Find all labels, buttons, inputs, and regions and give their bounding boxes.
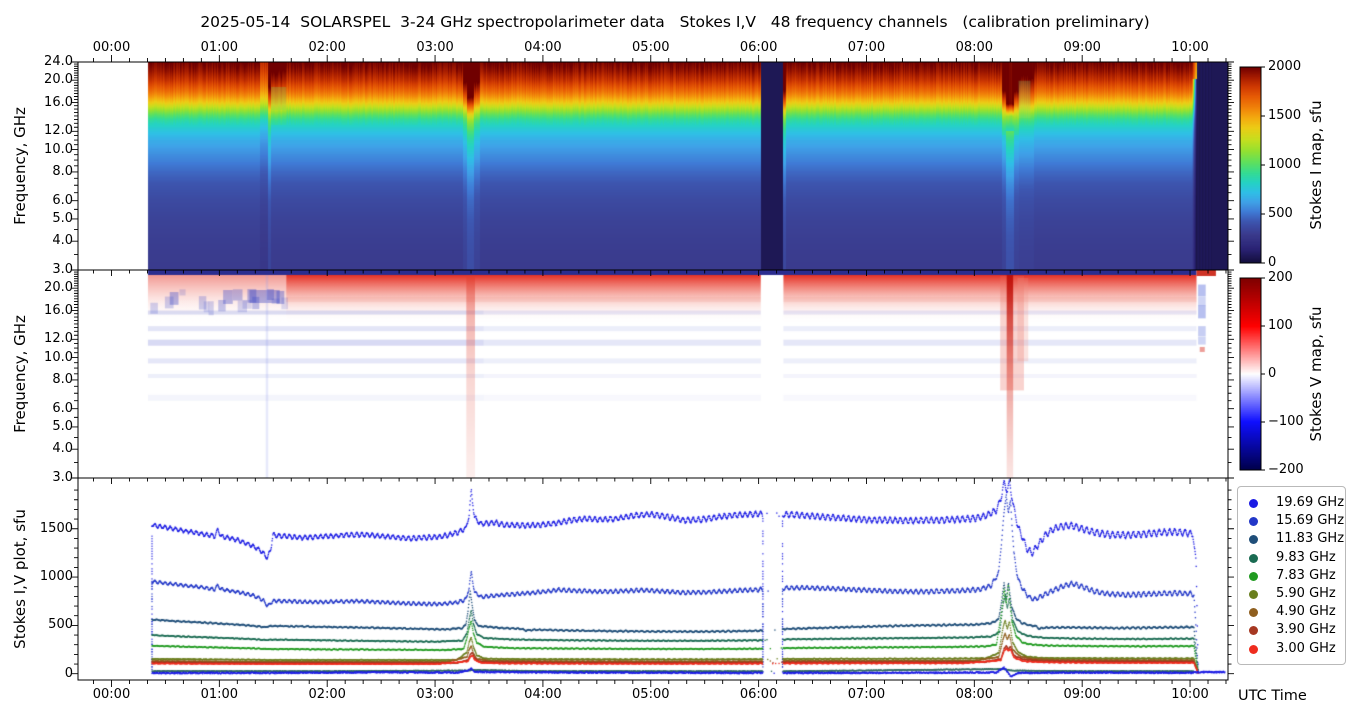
legend-marker-icon <box>1249 535 1258 545</box>
x-tick-label-bottom: 00:00 <box>92 687 131 702</box>
stokes-i-colorbar-tick-label: 500 <box>1268 206 1293 221</box>
legend-item-15.69ghz: 15.69 GHz <box>1238 512 1345 531</box>
stokes-i-map-canvas <box>78 62 1228 270</box>
stokes-i-colorbar <box>1240 67 1261 263</box>
freq-tick-label-top-panel: 20.0 <box>44 72 73 88</box>
legend-marker-icon <box>1249 644 1258 654</box>
freq-tick-label-top-panel: 6.0 <box>52 192 73 208</box>
legend-marker-icon <box>1249 590 1258 599</box>
freq-tick-label-top-panel: 12.0 <box>44 123 73 139</box>
stokes-iv-plot-canvas <box>78 478 1228 680</box>
stokes-v-colorbar-tick-label: 100 <box>1268 318 1293 333</box>
x-tick-label-top: 00:00 <box>92 40 131 55</box>
x-tick-label-bottom: 04:00 <box>524 687 562 702</box>
freq-tick-label-middle-panel: 8.0 <box>52 371 73 387</box>
legend-item-4.90ghz: 4.90 GHz <box>1238 603 1345 622</box>
freq-tick-label-top-panel: 24.0 <box>44 54 73 69</box>
freq-tick-label-middle-panel: 12.0 <box>44 331 73 347</box>
stokes-v-colorbar <box>1240 278 1261 470</box>
stokes-i-colorbar-tick-label: 2000 <box>1268 59 1302 74</box>
freq-axis-label-top: Frequency, GHz <box>11 107 29 225</box>
stokes-v-colorbar-tick-label: −100 <box>1268 414 1304 429</box>
legend-marker-icon <box>1249 517 1258 527</box>
x-tick-label-bottom: 01:00 <box>200 687 239 702</box>
legend-label: 9.83 GHz <box>1276 549 1336 565</box>
x-tick-label-top: 10:00 <box>1171 40 1209 55</box>
stokes-v-map-canvas <box>78 270 1228 478</box>
legend-label: 7.83 GHz <box>1276 567 1336 583</box>
flux-axis-label: Stokes I,V plot, sfu <box>11 509 29 649</box>
x-tick-label-bottom: 08:00 <box>955 687 994 702</box>
stokes-i-colorbar-tick-label: 1000 <box>1268 157 1302 172</box>
x-tick-label-bottom: 03:00 <box>416 687 454 702</box>
legend-label: 19.69 GHz <box>1276 495 1345 510</box>
legend-label: 3.00 GHz <box>1276 640 1336 656</box>
legend-item-11.83ghz: 11.83 GHz <box>1238 530 1345 549</box>
legend-label: 4.90 GHz <box>1276 604 1336 620</box>
freq-tick-label-top-panel: 4.0 <box>52 233 73 249</box>
chart-title: 2025-05-14 SOLARSPEL 3-24 GHz spectropol… <box>200 13 1150 31</box>
legend-item-5.90ghz: 5.90 GHz <box>1238 585 1345 604</box>
stokes-i-colorbar-tick-label: 1500 <box>1268 108 1302 123</box>
freq-tick-label-top-panel: 5.0 <box>52 210 73 226</box>
legend-label: 3.90 GHz <box>1276 622 1336 638</box>
flux-tick-label: 500 <box>48 617 73 633</box>
freq-tick-label-middle-panel: 4.0 <box>52 441 73 457</box>
legend-item-19.69ghz: 19.69 GHz <box>1238 494 1345 513</box>
stokes-v-colorbar-label: Stokes V map, sfu <box>1307 306 1325 442</box>
legend-marker-icon <box>1249 499 1258 508</box>
legend-item-9.83ghz: 9.83 GHz <box>1238 549 1345 568</box>
x-tick-label-bottom: 06:00 <box>739 687 778 702</box>
stokes-i-colorbar-label: Stokes I map, sfu <box>1307 100 1325 230</box>
freq-tick-label-middle-panel: 6.0 <box>52 400 73 416</box>
freq-tick-label-top-panel: 3.0 <box>52 262 73 277</box>
freq-tick-label-middle-panel: 16.0 <box>44 302 73 318</box>
x-tick-label-top: 07:00 <box>847 40 886 55</box>
stokes-v-colorbar-tick-label: −200 <box>1268 462 1304 477</box>
x-tick-label-bottom: 10:00 <box>1171 687 1209 702</box>
legend-item-3.90ghz: 3.90 GHz <box>1238 621 1345 640</box>
freq-tick-label-top-panel: 10.0 <box>44 141 73 157</box>
freq-tick-label-middle-panel: 3.0 <box>52 470 73 485</box>
x-tick-label-bottom: 05:00 <box>632 687 670 702</box>
legend-label: 11.83 GHz <box>1276 531 1345 547</box>
legend-marker-icon <box>1249 571 1258 581</box>
legend-marker-icon <box>1249 553 1258 563</box>
legend-label: 5.90 GHz <box>1276 586 1336 601</box>
utc-time-label: UTC Time <box>1238 688 1307 704</box>
freq-tick-label-top-panel: 8.0 <box>52 163 73 179</box>
legend-marker-icon <box>1249 608 1258 618</box>
legend-item-7.83ghz: 7.83 GHz <box>1238 567 1345 586</box>
stokes-i-colorbar-tick-label: 0 <box>1268 255 1277 270</box>
x-tick-label-top: 03:00 <box>416 40 454 55</box>
x-tick-label-top: 06:00 <box>739 40 778 55</box>
legend-label: 15.69 GHz <box>1276 513 1345 529</box>
legend-item-3.00ghz: 3.00 GHz <box>1238 640 1345 659</box>
x-tick-label-bottom: 07:00 <box>847 687 886 702</box>
flux-tick-label: 1000 <box>39 569 73 585</box>
x-tick-label-bottom: 09:00 <box>1063 687 1101 702</box>
x-tick-label-top: 01:00 <box>200 40 239 55</box>
x-tick-label-top: 09:00 <box>1063 40 1101 55</box>
x-tick-label-top: 04:00 <box>524 40 562 55</box>
legend: 19.69 GHz 15.69 GHz 11.83 GHz 9.83 GHz 7.83 … <box>1237 486 1346 665</box>
flux-tick-label: 0 <box>64 665 73 681</box>
stokes-v-colorbar-tick-label: 0 <box>1268 366 1277 381</box>
x-tick-label-top: 05:00 <box>632 40 670 55</box>
freq-tick-label-middle-panel: 10.0 <box>44 349 73 365</box>
stokes-v-colorbar-tick-label: 200 <box>1268 270 1293 285</box>
x-tick-label-bottom: 02:00 <box>308 687 346 702</box>
freq-tick-label-top-panel: 16.0 <box>44 94 73 110</box>
freq-tick-label-middle-panel: 20.0 <box>44 280 73 296</box>
flux-tick-label: 1500 <box>39 520 73 536</box>
x-tick-label-top: 08:00 <box>955 40 994 55</box>
legend-marker-icon <box>1249 626 1258 636</box>
x-tick-label-top: 02:00 <box>308 40 346 55</box>
freq-axis-label-middle: Frequency, GHz <box>11 315 29 433</box>
freq-tick-label-middle-panel: 5.0 <box>52 418 73 434</box>
